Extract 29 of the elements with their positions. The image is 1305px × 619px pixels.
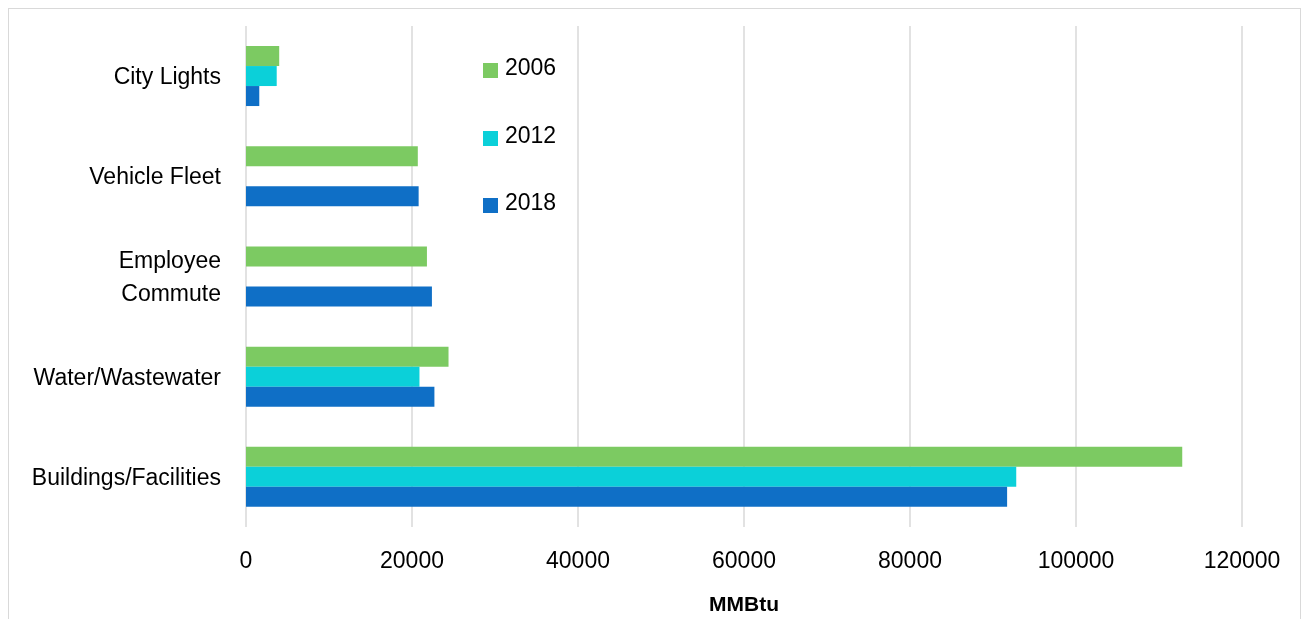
x-tick-label: 80000 xyxy=(878,547,942,574)
bar xyxy=(246,386,435,407)
y-tick-label: City Lights xyxy=(113,63,221,90)
bar xyxy=(246,86,260,107)
y-tick-label: Employee Commute xyxy=(118,247,221,307)
bar xyxy=(246,46,280,67)
x-tick-label: 120000 xyxy=(1203,547,1281,574)
bar xyxy=(246,366,420,387)
bar xyxy=(246,186,419,207)
legend-label: 2018 xyxy=(505,189,557,215)
bar xyxy=(246,466,1017,487)
y-tick-label: Vehicle Fleet xyxy=(89,163,222,190)
x-tick-label: 0 xyxy=(239,547,253,574)
bar xyxy=(246,486,1008,507)
x-axis-title: MMBtu xyxy=(709,592,779,615)
legend-label: 2012 xyxy=(505,121,557,148)
bar xyxy=(246,346,449,367)
bar xyxy=(246,146,418,167)
x-tick-label: 20000 xyxy=(380,547,444,574)
bar xyxy=(246,66,277,87)
x-tick-label: 40000 xyxy=(546,547,610,574)
y-tick-label: Water/Wastewater xyxy=(33,363,222,390)
bar xyxy=(246,246,427,267)
bar xyxy=(246,286,432,307)
bar xyxy=(246,446,1183,467)
y-tick-label: Buildings/Facilities xyxy=(31,463,221,490)
x-tick-label: 100000 xyxy=(1037,547,1115,574)
x-tick-label: 60000 xyxy=(712,547,776,574)
legend-label: 2006 xyxy=(505,54,557,80)
